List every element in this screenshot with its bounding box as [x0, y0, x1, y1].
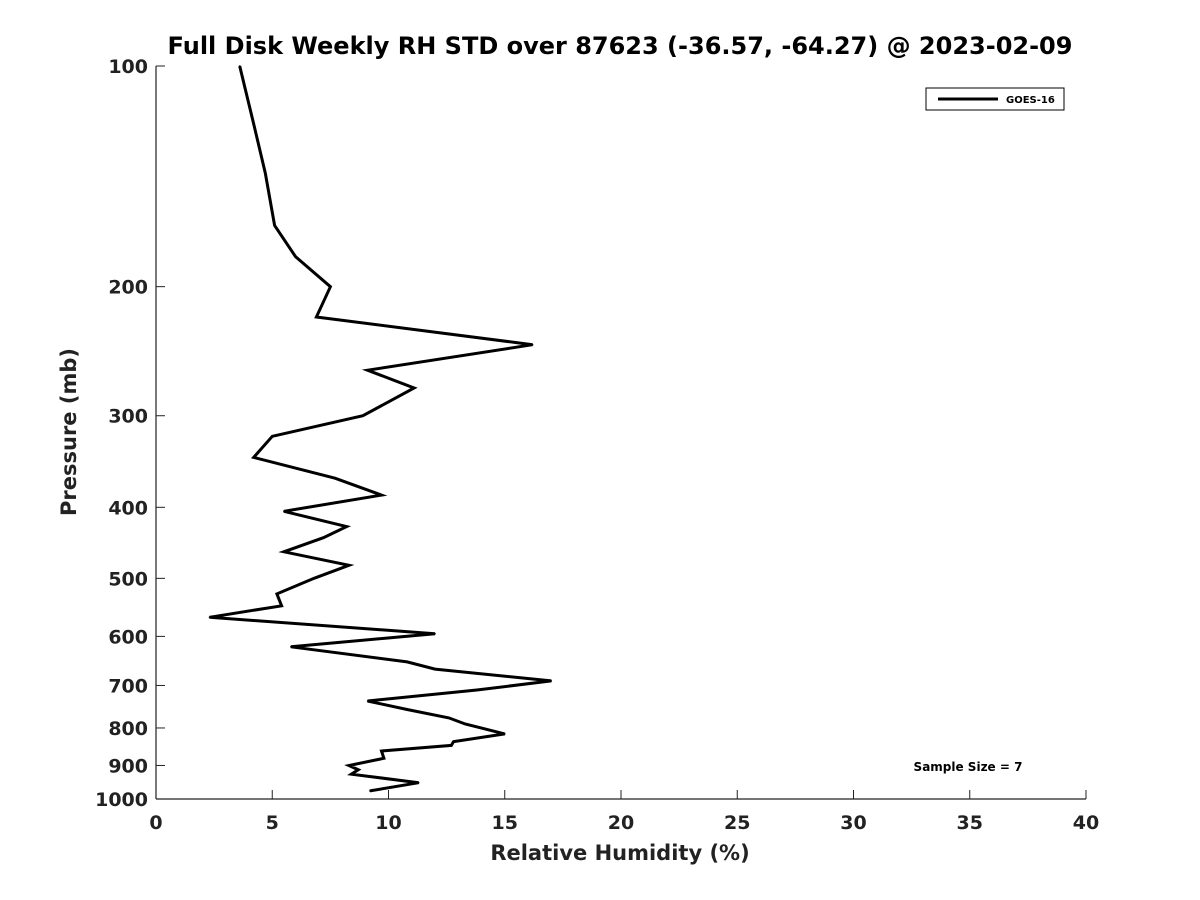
y-tick-label: 100	[108, 56, 148, 78]
y-tick-label: 900	[108, 755, 148, 777]
y-axis-label: Pressure (mb)	[57, 348, 81, 516]
x-tick-label: 25	[724, 812, 750, 834]
series-point	[380, 750, 383, 752]
series-point	[348, 564, 350, 567]
series-point	[313, 577, 315, 580]
series-point	[264, 172, 267, 174]
x-tick-label: 15	[492, 812, 518, 834]
series-point	[434, 632, 436, 635]
series-point	[450, 744, 453, 747]
series-point	[417, 781, 420, 784]
series-point	[366, 700, 369, 702]
series-point	[252, 123, 255, 125]
x-tick-label: 5	[266, 812, 279, 834]
series-point	[448, 717, 450, 719]
series-point	[283, 551, 285, 553]
chart-title: Full Disk Weekly RH STD over 87623 (-36.…	[168, 32, 1073, 60]
y-tick-label: 600	[108, 626, 148, 648]
x-tick-label: 10	[375, 812, 401, 834]
series-point	[413, 387, 415, 389]
y-tick-label: 700	[108, 675, 148, 697]
series-point	[238, 65, 241, 67]
series-point	[290, 646, 292, 648]
y-tick-label: 300	[108, 406, 148, 428]
series-point	[550, 680, 553, 682]
series-group	[208, 65, 553, 793]
series-point	[452, 740, 455, 743]
series-point	[271, 435, 274, 438]
series-point	[208, 616, 211, 619]
series-point	[276, 593, 278, 595]
series-point	[294, 255, 297, 258]
series-point	[531, 343, 534, 346]
series-point	[406, 661, 408, 663]
y-tick-label: 400	[108, 497, 148, 519]
y-tick-label: 500	[108, 568, 148, 590]
series-point	[362, 414, 364, 417]
series-point	[252, 456, 255, 459]
x-tick-label: 35	[957, 812, 983, 834]
series-point	[434, 668, 436, 670]
series-point	[345, 525, 348, 528]
y-tick-label: 800	[108, 718, 148, 740]
series-point	[329, 285, 332, 288]
series-point	[322, 536, 325, 539]
x-axis-ticks: 0 5 10 15 20 25 30 35 40	[149, 790, 1099, 834]
y-axis-ticks: 100 200 300 400 500 600 700 800 900 1000	[95, 56, 165, 811]
series-point	[366, 369, 369, 372]
y-tick-label: 1000	[95, 789, 148, 811]
series-point	[406, 708, 408, 711]
series-point	[315, 316, 318, 318]
series-point	[369, 790, 371, 792]
y-tick-label: 200	[108, 277, 148, 299]
series-point	[383, 757, 385, 760]
x-axis-label: Relative Humidity (%)	[490, 841, 749, 865]
legend-label: GOES-16	[1006, 95, 1055, 106]
series-point	[357, 768, 360, 771]
series-point	[334, 477, 336, 480]
series-point	[464, 723, 467, 725]
series-point	[504, 733, 506, 735]
sample-size-annotation: Sample Size = 7	[914, 760, 1023, 774]
series-point	[283, 510, 285, 513]
series-point	[380, 494, 383, 496]
x-tick-label: 0	[149, 812, 162, 834]
series-point	[273, 224, 276, 227]
x-tick-label: 20	[608, 812, 634, 834]
legend: GOES-16	[925, 87, 1065, 111]
series-point	[350, 773, 353, 775]
x-tick-label: 40	[1073, 812, 1099, 834]
series-point	[348, 764, 350, 767]
series-point	[476, 689, 478, 691]
series-point	[280, 605, 283, 607]
x-tick-label: 30	[840, 812, 866, 834]
